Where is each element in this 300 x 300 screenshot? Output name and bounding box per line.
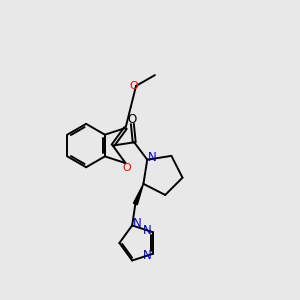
Text: O: O (128, 113, 137, 126)
Text: N: N (133, 218, 142, 230)
Text: O: O (130, 81, 138, 91)
Text: N: N (143, 249, 152, 262)
Text: N: N (143, 224, 152, 237)
Polygon shape (134, 184, 143, 205)
Text: N: N (148, 151, 157, 164)
Text: O: O (123, 163, 131, 173)
